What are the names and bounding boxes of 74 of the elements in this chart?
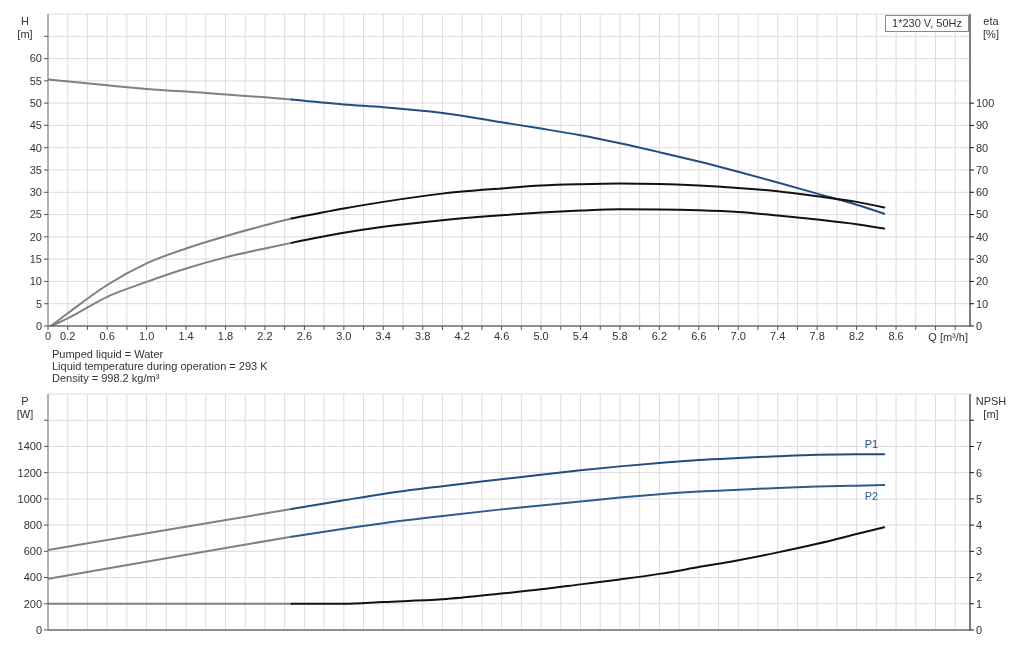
y-tick-label: 15 [29,253,42,266]
y-tick-label: 0 [35,623,42,636]
text: Pumped liquid = Water [52,348,164,360]
y-tick-label: 0 [35,319,42,332]
x-axis-title: Q [m³/h] [928,331,968,343]
x-tick-label: 1.8 [217,329,234,342]
y-tick-label: 45 [29,119,42,132]
y-tick-label: 20 [29,230,42,243]
y-tick-label: 400 [23,571,42,584]
x-tick-label: 5.4 [572,329,589,342]
y-tick-label: 10 [29,275,42,288]
y2-tick-label: 30 [976,253,989,266]
y2-tick-label: 20 [976,275,989,288]
y2-tick-label: 100 [976,97,995,110]
x-tick-label: 0.2 [60,329,76,342]
x-tick-label: 3.8 [415,329,431,342]
y2-tick-label: 70 [976,163,989,176]
y-tick-label: 50 [29,97,42,110]
y-axis-title: H [m] [17,15,33,40]
x-tick-label: 2.2 [257,329,273,342]
y2-tick-label: 10 [976,297,989,310]
x-tick-label: 6.2 [651,329,668,342]
y2-axis-title: NPSH [m] [975,395,1007,420]
x-tick-label: 7.4 [770,329,786,342]
x-tick-label: 2.6 [296,329,313,342]
y2-tick-label: 7 [976,440,983,453]
x-tick-label: 5.0 [533,329,549,342]
x-tick-label: 7.0 [730,329,746,342]
x-tick-label: 6.6 [691,329,707,342]
y2-tick-label: 4 [976,519,983,532]
x-tick-label: 4.6 [493,329,510,342]
x-tick-label: 8.6 [888,329,904,342]
text: Liquid temperature during operation = 293 K [52,360,268,372]
y-tick-label: 35 [29,163,42,176]
y2-tick-label: 1 [976,597,983,610]
y-axis-title: P [W] [16,395,34,420]
x-tick-label: 0 [44,329,52,342]
y-tick-label: 30 [29,186,42,199]
series-label: P2 [864,490,879,503]
y2-tick-label: 3 [976,545,983,558]
y-tick-label: 40 [29,141,42,154]
x-tick-label: 4.2 [454,329,470,342]
chart-title: 1*230 V, 50Hz [892,17,962,29]
y2-tick-label: 6 [976,466,983,479]
y2-tick-label: 5 [976,492,983,505]
x-tick-label: 5.8 [612,329,628,342]
y-tick-label: 55 [29,74,42,87]
series-label: P1 [864,438,879,451]
y2-tick-label: 80 [976,141,989,154]
x-tick-label: 7.8 [809,329,825,342]
y2-axis-title: eta [%] [983,15,999,40]
y-tick-label: 1000 [17,492,42,505]
y2-tick-label: 0 [976,319,983,332]
x-tick-label: 0.6 [99,329,115,342]
y2-tick-label: 50 [976,208,989,221]
y2-tick-label: 60 [976,186,989,199]
x-tick-label: 3.4 [375,329,391,342]
x-tick-label: 8.2 [848,329,865,342]
x-tick-label: 1.4 [178,329,194,342]
y-tick-label: 1200 [17,466,42,479]
y-tick-label: 25 [29,208,42,221]
y-tick-label: 1400 [17,440,42,453]
x-tick-label: 3.0 [336,329,352,342]
y2-tick-label: 2 [976,571,983,584]
y2-tick-label: 90 [976,119,989,132]
x-tick-label: 1.0 [138,329,155,342]
y-tick-label: 800 [23,519,42,532]
y-tick-label: 60 [29,52,42,65]
y2-tick-label: 0 [976,623,983,636]
y-tick-label: 600 [23,545,42,558]
y-tick-label: 5 [35,297,42,310]
text: Density = 998.2 kg/m³ [52,372,160,384]
y-tick-label: 200 [23,597,42,610]
y2-tick-label: 40 [976,230,989,243]
